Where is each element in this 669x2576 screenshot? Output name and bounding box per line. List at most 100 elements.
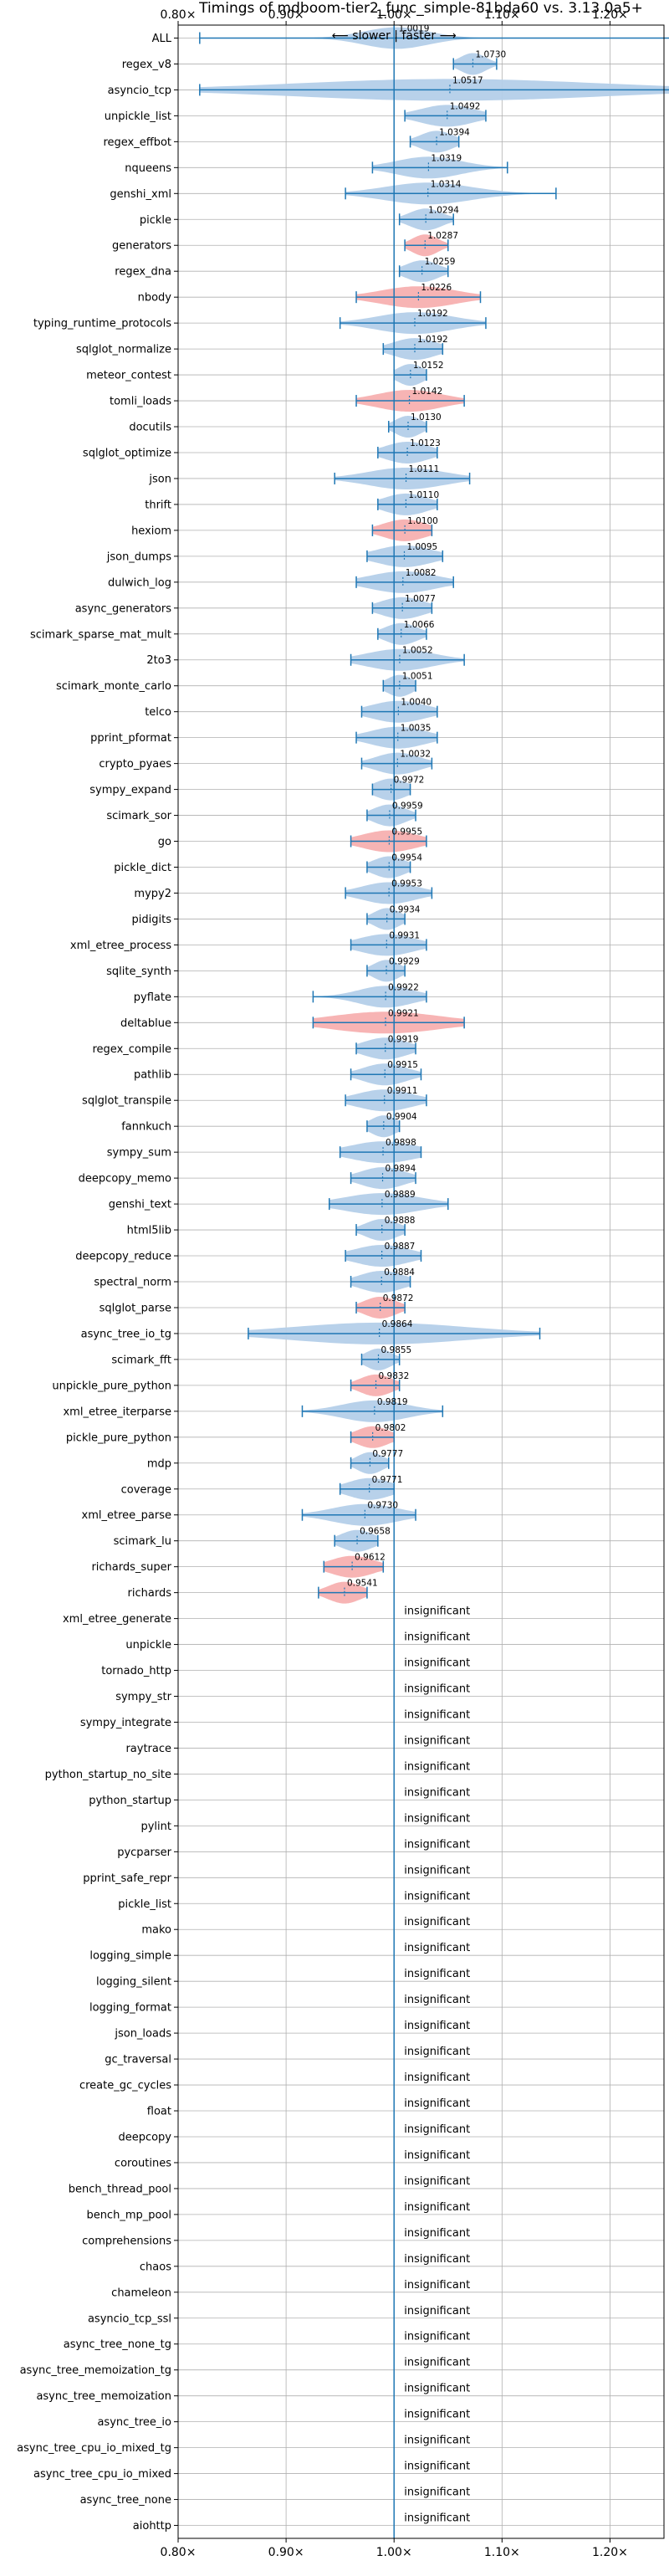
value-label-pickle_pure_python: 0.9802 [375,1423,406,1433]
insignificant-label: insignificant [404,2253,470,2266]
benchmark-label: logging_simple [89,1950,171,1963]
value-label-sqlite_synth: 0.9929 [389,956,420,966]
insignificant-label: insignificant [404,2072,470,2084]
benchmark-label: generators [112,240,171,253]
benchmark-label: sympy_str [115,1691,171,1703]
benchmark-label: xml_etree_generate [63,1613,171,1626]
insignificant-label: insignificant [404,2149,470,2162]
benchmark-label: python_startup [89,1795,171,1807]
benchmark-label: async_tree_none_tg [64,2338,171,2351]
value-label-coverage: 0.9771 [372,1475,403,1485]
value-label-scimark_sor: 0.9959 [392,801,423,812]
insignificant-label: insignificant [404,1864,470,1877]
benchmark-label: sympy_sum [107,1147,171,1160]
value-label-asyncio_tcp: 1.0517 [452,75,483,85]
benchmark-label: hexiom [131,525,171,537]
insignificant-label: insignificant [404,2383,470,2395]
benchmark-label: comprehensions [82,2235,171,2247]
insignificant-label: insignificant [404,2175,470,2188]
benchmark-label: deepcopy_reduce [75,1251,171,1263]
benchmark-label: pickle_list [118,1898,171,1911]
value-label-pickle_dict: 0.9954 [391,853,422,863]
benchmark-label: richards_super [91,1561,171,1574]
benchmark-label: scimark_fft [111,1354,171,1366]
benchmark-label: json [148,473,171,485]
benchmark-label: nbody [138,292,172,305]
value-label-json_dumps: 1.0095 [406,542,437,552]
value-label-docutils: 1.0130 [411,412,442,423]
value-label-async_tree_io_tg: 0.9864 [382,1319,413,1329]
insignificant-label: insignificant [404,1812,470,1825]
insignificant-label: insignificant [404,2357,470,2369]
benchmark-label: fannkuch [121,1121,171,1134]
value-label-spectral_norm: 0.9884 [384,1268,415,1278]
x-tick-label-top: 1.20× [592,8,628,22]
benchmark-label: pickle_dict [114,862,171,874]
benchmark-label: chaos [140,2261,171,2273]
insignificant-label: insignificant [404,2201,470,2214]
value-label-go: 0.9955 [391,827,422,837]
value-label-scimark_fft: 0.9855 [381,1345,412,1355]
value-label-hexiom: 1.0100 [407,516,438,526]
value-label-sympy_sum: 0.9898 [386,1138,416,1148]
benchmark-label: sqlglot_optimize [83,447,171,459]
insignificant-label: insignificant [404,1838,470,1851]
insignificant-label: insignificant [404,1890,470,1903]
value-label-regex_v8: 1.0730 [475,49,506,59]
benchmark-label: nqueens [125,162,171,175]
insignificant-label: insignificant [404,2409,470,2421]
insignificant-label: insignificant [404,1683,470,1696]
value-label-regex_dna: 1.0259 [425,257,456,267]
insignificant-label: insignificant [404,1942,470,1954]
insignificant-label: insignificant [404,2097,470,2110]
benchmark-label: pickle_pure_python [66,1431,171,1444]
benchmark-label: pylint [140,1821,171,1833]
benchmark-label: async_tree_io_tg [81,1328,171,1340]
x-tick-label-bottom: 0.80× [161,2546,197,2559]
benchmark-label: xml_etree_process [70,940,171,952]
x-axis-top: 0.80× 0.90× 1.00× 1.10× 1.20× [161,8,628,25]
benchmark-label: xml_etree_parse [82,1509,171,1522]
benchmark-label: sqlglot_parse [100,1302,171,1314]
insignificant-label: insignificant [404,1786,470,1799]
benchmark-label: aiohttp [133,2520,171,2532]
benchmark-label: scimark_sor [106,810,171,822]
value-label-richards: 0.9541 [347,1579,378,1589]
benchmark-label: telco [145,706,171,719]
insignificant-label: insignificant [404,2512,470,2525]
value-label-scimark_lu: 0.9658 [360,1527,391,1537]
insignificant-label: insignificant [404,2331,470,2343]
benchmark-label: chameleon [111,2287,171,2299]
insignificant-label: insignificant [404,2486,470,2499]
value-label-xml_etree_iterparse: 0.9819 [377,1397,408,1407]
benchmark-label: mako [141,1924,171,1937]
value-label-xml_etree_process: 0.9931 [389,930,420,940]
insignificant-label: insignificant [404,1631,470,1644]
benchmark-label: regex_compile [92,1043,171,1056]
chart-title: Timings of mdboom-tier2_func_simple-81bd… [198,0,643,17]
benchmark-label: sqlglot_normalize [76,344,171,356]
value-label-nbody: 1.0226 [421,283,452,293]
insignificant-label: insignificant [404,2123,470,2136]
value-label-richards_super: 0.9612 [355,1553,386,1563]
value-label-deepcopy_reduce: 0.9887 [385,1242,416,1252]
benchmark-label: async_tree_cpu_io_mixed_tg [17,2442,171,2455]
insignificant-label: insignificant [404,2227,470,2240]
benchmark-label: deepcopy [118,2131,171,2143]
x-tick-label-top: 1.00× [376,8,412,22]
benchmark-label: unpickle [125,1639,171,1652]
benchmark-label: docutils [129,422,171,434]
benchmark-label: create_gc_cycles [79,2080,171,2092]
benchmark-label: async_tree_memoization_tg [20,2364,171,2377]
benchmark-label: mypy2 [134,888,171,900]
benchmark-label: json_dumps [106,551,171,563]
x-tick-label-bottom: 1.00× [376,2546,412,2559]
benchmark-label: pprint_safe_repr [83,1872,171,1885]
value-labels: 1.0019 1.0730 1.0517 1.0492 1.0394 1.0319 1.03… [347,23,506,2524]
benchmark-label: go [158,836,171,848]
benchmark-label: python_startup_no_site [45,1769,171,1781]
value-label-fannkuch: 0.9904 [386,1112,417,1122]
value-label-typing_runtime_protocols: 1.0192 [417,309,448,319]
benchmark-label: unpickle_list [105,110,171,123]
